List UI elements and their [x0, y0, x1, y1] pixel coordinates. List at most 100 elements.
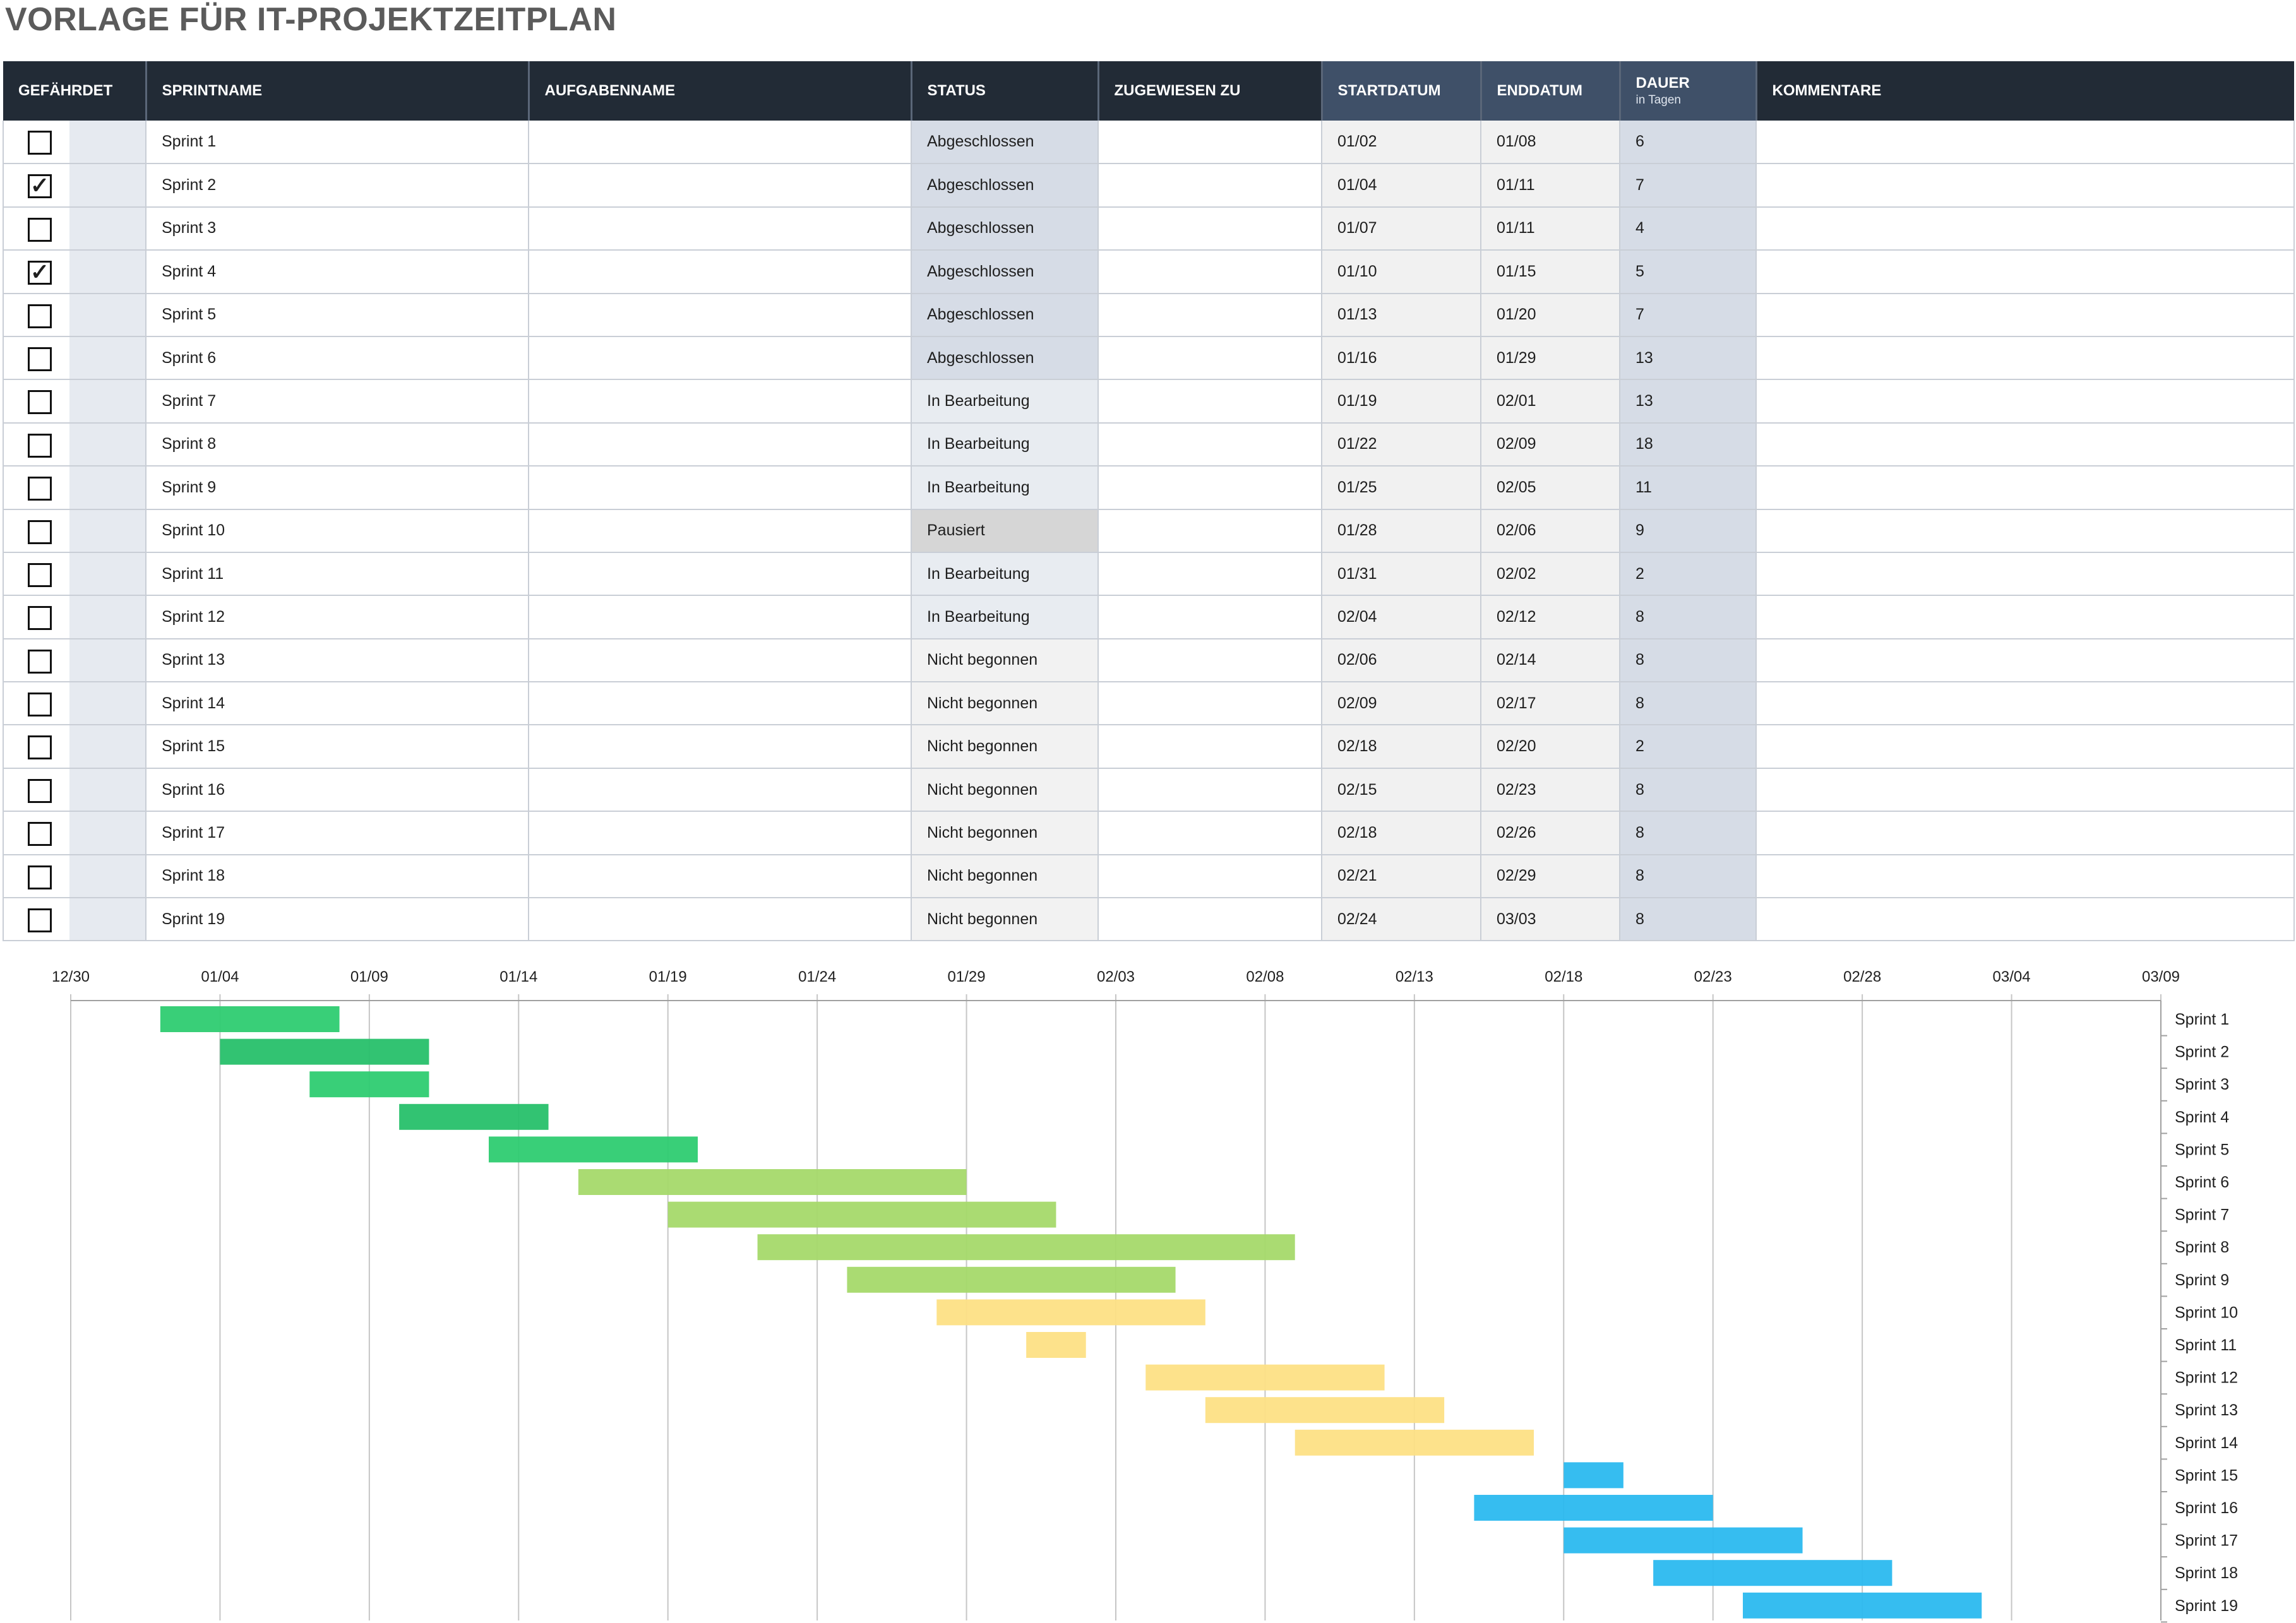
comment-cell[interactable]: [1755, 121, 2295, 165]
comment-cell[interactable]: [1755, 768, 2295, 812]
status-cell[interactable]: In Bearbeitung: [911, 466, 1099, 510]
status-cell[interactable]: Nicht begonnen: [911, 898, 1099, 942]
task-name-cell[interactable]: [528, 336, 912, 381]
assigned-cell[interactable]: [1097, 250, 1322, 294]
task-name-cell[interactable]: [528, 509, 912, 553]
comment-cell[interactable]: [1755, 811, 2295, 855]
task-name-cell[interactable]: [528, 379, 912, 424]
task-name-cell[interactable]: [528, 422, 912, 467]
end-date-cell[interactable]: 03/03: [1480, 898, 1620, 942]
start-date-cell[interactable]: 01/13: [1321, 293, 1481, 337]
comment-cell[interactable]: [1755, 250, 2295, 294]
header-sprintname[interactable]: SPRINTNAME: [145, 61, 529, 121]
end-date-cell[interactable]: 02/17: [1480, 682, 1620, 726]
end-date-cell[interactable]: 01/08: [1480, 121, 1620, 165]
comment-cell[interactable]: [1755, 163, 2295, 208]
comment-cell[interactable]: [1755, 509, 2295, 553]
start-date-cell[interactable]: 02/24: [1321, 898, 1481, 942]
assigned-cell[interactable]: [1097, 898, 1322, 942]
assigned-cell[interactable]: [1097, 336, 1322, 381]
comment-cell[interactable]: [1755, 898, 2295, 942]
status-cell[interactable]: Abgeschlossen: [911, 163, 1099, 208]
task-name-cell[interactable]: [528, 595, 912, 639]
assigned-cell[interactable]: [1097, 422, 1322, 467]
start-date-cell[interactable]: 01/16: [1321, 336, 1481, 381]
at-risk-checkbox[interactable]: [28, 562, 52, 587]
at-risk-checkbox[interactable]: ✓: [28, 174, 52, 199]
task-name-cell[interactable]: [528, 552, 912, 597]
end-date-cell[interactable]: 02/09: [1480, 422, 1620, 467]
at-risk-checkbox[interactable]: [28, 735, 52, 760]
sprint-name-cell[interactable]: Sprint 5: [145, 293, 529, 337]
task-name-cell[interactable]: [528, 854, 912, 899]
end-date-cell[interactable]: 01/29: [1480, 336, 1620, 381]
end-date-cell[interactable]: 01/20: [1480, 293, 1620, 337]
sprint-name-cell[interactable]: Sprint 1: [145, 121, 529, 165]
header-startdatum[interactable]: STARTDATUM: [1320, 61, 1481, 121]
assigned-cell[interactable]: [1097, 811, 1322, 855]
end-date-cell[interactable]: 02/20: [1480, 725, 1620, 769]
sprint-name-cell[interactable]: Sprint 11: [145, 552, 529, 597]
header-aufgabenname[interactable]: AUFGABENNAME: [527, 61, 911, 121]
status-cell[interactable]: Nicht begonnen: [911, 811, 1099, 855]
status-cell[interactable]: In Bearbeitung: [911, 552, 1099, 597]
at-risk-checkbox[interactable]: [28, 131, 52, 155]
start-date-cell[interactable]: 02/09: [1321, 682, 1481, 726]
assigned-cell[interactable]: [1097, 552, 1322, 597]
task-name-cell[interactable]: [528, 250, 912, 294]
task-name-cell[interactable]: [528, 163, 912, 208]
at-risk-checkbox[interactable]: [28, 649, 52, 674]
end-date-cell[interactable]: 02/23: [1480, 768, 1620, 812]
header-status[interactable]: STATUS: [910, 61, 1098, 121]
sprint-name-cell[interactable]: Sprint 10: [145, 509, 529, 553]
comment-cell[interactable]: [1755, 336, 2295, 381]
status-cell[interactable]: Abgeschlossen: [911, 250, 1099, 294]
end-date-cell[interactable]: 02/12: [1480, 595, 1620, 639]
sprint-name-cell[interactable]: Sprint 12: [145, 595, 529, 639]
comment-cell[interactable]: [1755, 682, 2295, 726]
end-date-cell[interactable]: 02/29: [1480, 854, 1620, 899]
assigned-cell[interactable]: [1097, 379, 1322, 424]
at-risk-checkbox[interactable]: [28, 433, 52, 458]
end-date-cell[interactable]: 02/26: [1480, 811, 1620, 855]
assigned-cell[interactable]: [1097, 725, 1322, 769]
end-date-cell[interactable]: 02/05: [1480, 466, 1620, 510]
at-risk-checkbox[interactable]: [28, 778, 52, 803]
at-risk-checkbox[interactable]: [28, 822, 52, 847]
at-risk-checkbox[interactable]: [28, 606, 52, 631]
end-date-cell[interactable]: 02/14: [1480, 638, 1620, 683]
sprint-name-cell[interactable]: Sprint 16: [145, 768, 529, 812]
sprint-name-cell[interactable]: Sprint 3: [145, 206, 529, 251]
assigned-cell[interactable]: [1097, 206, 1322, 251]
start-date-cell[interactable]: 02/21: [1321, 854, 1481, 899]
status-cell[interactable]: In Bearbeitung: [911, 379, 1099, 424]
at-risk-checkbox[interactable]: [28, 693, 52, 717]
sprint-name-cell[interactable]: Sprint 8: [145, 422, 529, 467]
start-date-cell[interactable]: 02/06: [1321, 638, 1481, 683]
task-name-cell[interactable]: [528, 206, 912, 251]
status-cell[interactable]: In Bearbeitung: [911, 422, 1099, 467]
at-risk-checkbox[interactable]: [28, 520, 52, 544]
comment-cell[interactable]: [1755, 293, 2295, 337]
comment-cell[interactable]: [1755, 466, 2295, 510]
header-dauer[interactable]: DAUER in Tagen: [1618, 61, 1756, 121]
header-zugewiesen[interactable]: ZUGEWIESEN ZU: [1097, 61, 1322, 121]
assigned-cell[interactable]: [1097, 638, 1322, 683]
comment-cell[interactable]: [1755, 379, 2295, 424]
start-date-cell[interactable]: 01/10: [1321, 250, 1481, 294]
end-date-cell[interactable]: 02/01: [1480, 379, 1620, 424]
start-date-cell[interactable]: 01/04: [1321, 163, 1481, 208]
status-cell[interactable]: Nicht begonnen: [911, 638, 1099, 683]
start-date-cell[interactable]: 02/18: [1321, 811, 1481, 855]
task-name-cell[interactable]: [528, 725, 912, 769]
assigned-cell[interactable]: [1097, 293, 1322, 337]
sprint-name-cell[interactable]: Sprint 2: [145, 163, 529, 208]
comment-cell[interactable]: [1755, 854, 2295, 899]
start-date-cell[interactable]: 01/07: [1321, 206, 1481, 251]
end-date-cell[interactable]: 02/06: [1480, 509, 1620, 553]
start-date-cell[interactable]: 01/19: [1321, 379, 1481, 424]
start-date-cell[interactable]: 01/22: [1321, 422, 1481, 467]
comment-cell[interactable]: [1755, 725, 2295, 769]
end-date-cell[interactable]: 01/11: [1480, 163, 1620, 208]
comment-cell[interactable]: [1755, 552, 2295, 597]
